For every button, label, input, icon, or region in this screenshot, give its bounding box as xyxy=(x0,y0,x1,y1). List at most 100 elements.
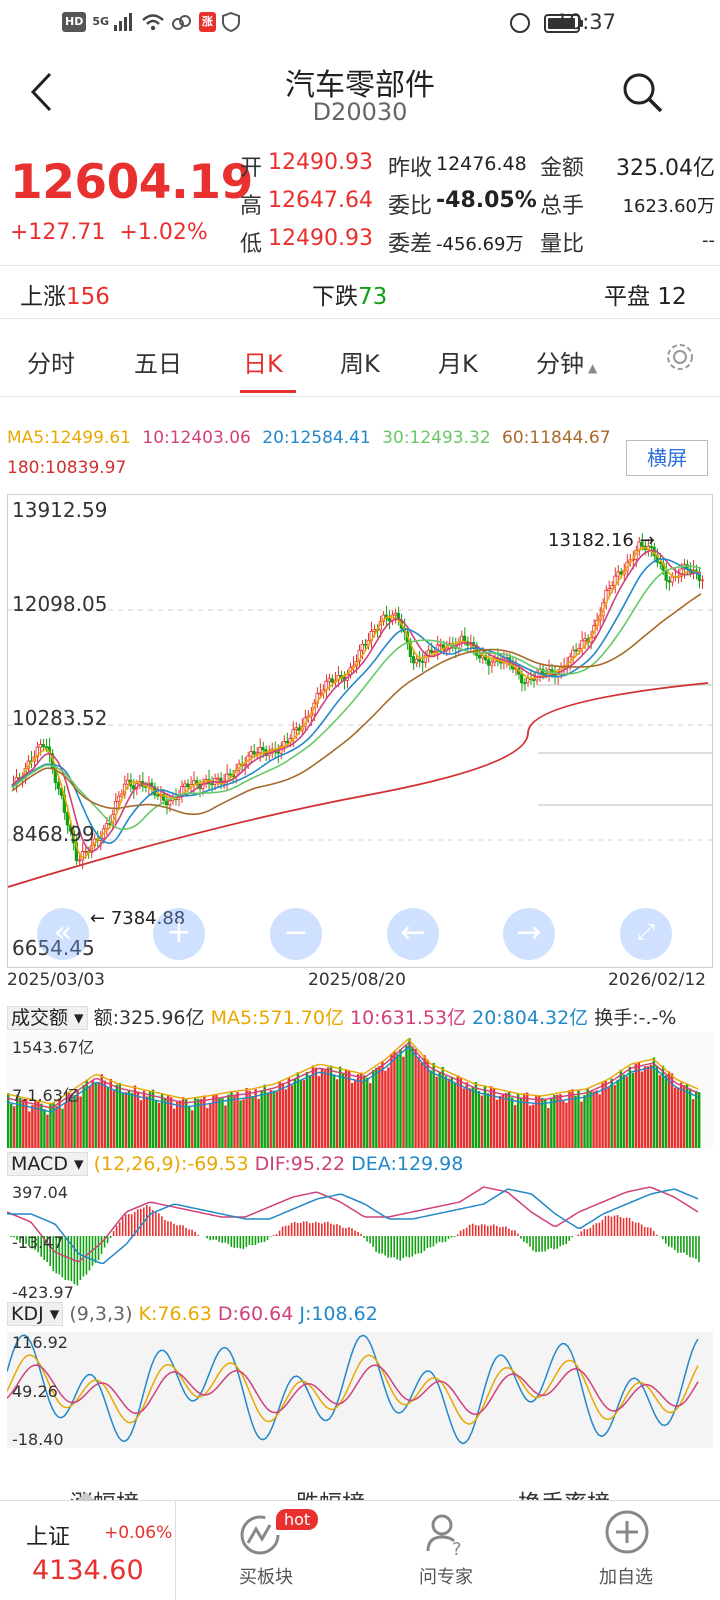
tab-daily-k[interactable]: 日K xyxy=(243,350,283,378)
volume-bar xyxy=(64,1102,67,1148)
candle-body xyxy=(414,658,418,664)
candle-body xyxy=(291,729,295,740)
divider xyxy=(0,396,720,397)
volume-bar xyxy=(547,1108,550,1148)
volume-bar xyxy=(160,1093,164,1148)
candle-body xyxy=(243,764,247,767)
index-change: +0.06% xyxy=(104,1523,173,1543)
candle-body xyxy=(38,744,42,748)
volume-bar xyxy=(604,1080,607,1148)
volume-bar xyxy=(688,1088,692,1148)
ask-expert-button[interactable]: ? 问专家 xyxy=(356,1501,536,1600)
tab-intraday[interactable]: 分时 xyxy=(27,350,75,378)
volume-bar xyxy=(308,1075,312,1148)
hd-icon: HD xyxy=(62,12,87,32)
volume-bar xyxy=(224,1105,227,1148)
volume-bar xyxy=(369,1083,372,1148)
back-arrow-icon[interactable] xyxy=(30,72,52,112)
volume-bar xyxy=(580,1101,583,1148)
divider xyxy=(0,318,720,319)
pan-left-icon[interactable]: ← xyxy=(387,908,439,960)
fullscreen-icon[interactable]: ⤢ xyxy=(620,908,672,960)
volume-bar xyxy=(658,1075,662,1148)
volume-bar xyxy=(378,1065,381,1148)
volume-bar xyxy=(88,1086,91,1148)
quote-label: 低 xyxy=(240,232,263,257)
volume-bar xyxy=(480,1095,484,1148)
macd-chart[interactable] xyxy=(7,1182,713,1304)
volume-bar xyxy=(405,1045,408,1148)
volume-bar xyxy=(185,1099,188,1148)
volume-bar xyxy=(532,1104,535,1148)
add-watchlist-button[interactable]: 加自选 xyxy=(536,1501,716,1600)
volume-bar xyxy=(236,1092,239,1148)
volume-bar xyxy=(112,1090,116,1148)
quote-label: 高 xyxy=(240,194,263,219)
volume-bar xyxy=(613,1085,616,1148)
volume-bar xyxy=(332,1074,336,1148)
volume-bar xyxy=(390,1053,393,1148)
zoom-out-icon[interactable]: − xyxy=(270,908,322,960)
volume-bar xyxy=(685,1083,689,1148)
volume-bar xyxy=(139,1100,143,1148)
kdj-selector[interactable]: KDJ ▾ xyxy=(7,1302,64,1326)
zoom-in-icon[interactable]: + xyxy=(153,908,205,960)
kdj-legend: KDJ ▾ (9,3,3) K:76.63 D:60.64 J:108.62 xyxy=(7,1302,378,1326)
candle-body xyxy=(255,752,259,755)
volume-bar xyxy=(305,1071,309,1148)
volume-bar xyxy=(649,1064,653,1148)
y-tick-label: 12098.05 xyxy=(12,592,108,616)
volume-bar xyxy=(82,1085,85,1148)
volume-bar xyxy=(381,1061,384,1148)
volume-selector[interactable]: 成交额 ▾ xyxy=(7,1006,88,1030)
search-icon[interactable] xyxy=(620,70,664,114)
index-name: 上证 xyxy=(26,1525,71,1550)
volume-bar xyxy=(610,1078,613,1148)
volume-bar xyxy=(209,1103,212,1148)
add-icon xyxy=(605,1510,649,1554)
volume-bar xyxy=(673,1087,677,1148)
kdj-chart[interactable] xyxy=(7,1332,713,1448)
volume-bar xyxy=(269,1090,272,1148)
rewind-icon[interactable]: « xyxy=(37,908,89,960)
volume-bar xyxy=(495,1099,499,1148)
kline-chart[interactable] xyxy=(7,494,713,968)
volume-bar xyxy=(450,1076,453,1148)
cloud-icon xyxy=(171,15,191,30)
tab-weekly-k[interactable]: 周K xyxy=(340,350,380,378)
candle-body xyxy=(393,612,397,616)
volume-bar xyxy=(133,1085,137,1148)
volume-bar xyxy=(67,1092,70,1148)
volume-bar xyxy=(402,1056,405,1148)
volume-bar xyxy=(166,1094,170,1148)
landscape-button[interactable]: 横屏 xyxy=(626,440,708,476)
volume-bar xyxy=(311,1065,315,1148)
volume-bar xyxy=(360,1072,363,1148)
candle-body xyxy=(65,811,69,826)
candle-body xyxy=(104,823,109,830)
volume-bar xyxy=(453,1083,456,1148)
volume-bar xyxy=(393,1051,396,1148)
candle-body xyxy=(131,785,136,790)
volume-bar xyxy=(296,1072,300,1148)
volume-bar xyxy=(284,1089,288,1148)
candle-body xyxy=(363,643,367,646)
candle-body xyxy=(44,746,48,749)
macd-selector[interactable]: MACD ▾ xyxy=(7,1152,88,1176)
volume-chart[interactable] xyxy=(7,1032,713,1148)
volume-ma5-line xyxy=(7,1038,699,1105)
tab-five-day[interactable]: 五日 xyxy=(134,350,182,378)
volume-mid-label: 7.1.63亿 xyxy=(12,1086,79,1105)
status-bar: HD 5G 涨 10:37 xyxy=(0,0,720,48)
candle-body xyxy=(294,727,298,731)
candle-body xyxy=(210,783,214,786)
tab-minute[interactable]: 分钟 ▲ xyxy=(536,350,598,378)
pan-right-icon[interactable]: → xyxy=(503,908,555,960)
gear-icon[interactable] xyxy=(665,342,695,372)
volume-bar xyxy=(341,1073,345,1148)
index-ticker[interactable]: 上证 +0.06% 4134.60 xyxy=(0,1501,176,1600)
tab-monthly-k[interactable]: 月K xyxy=(438,350,478,378)
buy-sector-button[interactable]: 买板块 xyxy=(176,1501,356,1600)
add-watchlist-label: 加自选 xyxy=(599,1567,653,1588)
quote-row: 高 12647.64 委比 -48.05% 总手 1623.60万 xyxy=(240,188,715,224)
